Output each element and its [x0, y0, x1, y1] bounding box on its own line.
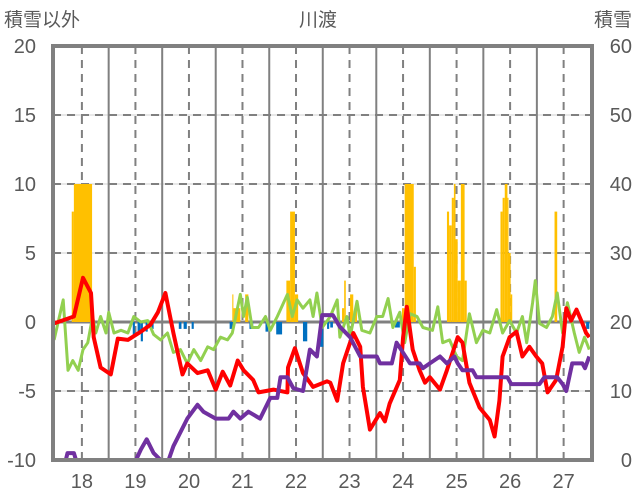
orange-bar: [507, 197, 509, 322]
x-tick-label: 18: [71, 471, 93, 493]
orange-bar: [464, 280, 467, 322]
orange-bar: [453, 184, 456, 322]
y-right-tick-label: 20: [610, 312, 632, 334]
x-tick-label: 19: [124, 471, 146, 493]
blue-bar: [137, 322, 141, 332]
orange-bar: [500, 211, 503, 322]
green-line: [52, 279, 591, 372]
orange-bar: [460, 184, 465, 322]
right-axis-title: 積雪: [594, 9, 632, 31]
blue-bar: [327, 322, 330, 329]
y-right-tick-label: 60: [610, 36, 632, 58]
orange-bar: [290, 211, 295, 322]
orange-bar: [449, 225, 452, 322]
orange-bar: [502, 197, 505, 322]
orange-bar: [446, 211, 450, 322]
y-left-tick-label: 15: [14, 105, 36, 127]
orange-bar: [344, 280, 346, 322]
orange-bar: [413, 266, 416, 322]
x-tick-label: 20: [178, 471, 200, 493]
blue-bar: [183, 322, 187, 329]
orange-bar: [354, 308, 358, 322]
blue-bar: [132, 322, 135, 338]
orange-bar: [554, 211, 558, 322]
blue-bar: [330, 322, 333, 328]
blue-bar: [586, 322, 590, 329]
y-left-tick-label: -5: [18, 381, 36, 403]
blue-bar: [191, 322, 194, 329]
blue-bar: [276, 322, 283, 335]
y-left-tick-label: 10: [14, 174, 36, 196]
orange-bar: [508, 253, 511, 322]
x-tick-label: 25: [445, 471, 467, 493]
orange-bar: [401, 308, 405, 322]
blue-bar: [302, 322, 308, 342]
orange-bar: [294, 294, 299, 322]
orange-bar: [451, 197, 454, 322]
blue-bar: [229, 322, 234, 329]
x-tick-label: 23: [338, 471, 360, 493]
red-line: [53, 275, 591, 439]
x-tick-label: 27: [553, 471, 575, 493]
orange-bar: [457, 280, 461, 322]
y-left-tick-label: 0: [25, 312, 36, 334]
y-right-tick-label: 50: [610, 105, 632, 127]
x-tick-label: 21: [231, 471, 253, 493]
x-tick-label: 24: [392, 471, 414, 493]
orange-bar: [350, 294, 354, 322]
y-left-tick-label: -10: [7, 450, 36, 472]
plot-border: [51, 44, 594, 462]
orange-bar: [245, 294, 249, 322]
y-left-tick-label: 20: [14, 36, 36, 58]
left-axis-title: 積雪以外: [4, 9, 80, 31]
x-tick-label: 22: [285, 471, 307, 493]
orange-bar: [71, 211, 74, 322]
y-right-tick-label: 30: [610, 243, 632, 265]
orange-bar: [232, 294, 234, 322]
orange-bar: [342, 308, 345, 322]
orange-bar: [510, 294, 513, 322]
orange-bar: [404, 184, 414, 322]
orange-bar: [504, 184, 508, 322]
bars: [71, 184, 590, 347]
x-tick-label: 26: [499, 471, 521, 493]
y-left-tick-label: 5: [25, 243, 36, 265]
blue-bar: [178, 322, 182, 329]
y-right-tick-label: 10: [610, 381, 632, 403]
y-right-tick-label: 40: [610, 174, 632, 196]
orange-bar: [455, 239, 458, 322]
blue-bar: [265, 322, 269, 332]
y-right-tick-label: 0: [621, 450, 632, 472]
chart-title: 川渡: [299, 9, 337, 31]
blue-bar: [395, 322, 400, 328]
